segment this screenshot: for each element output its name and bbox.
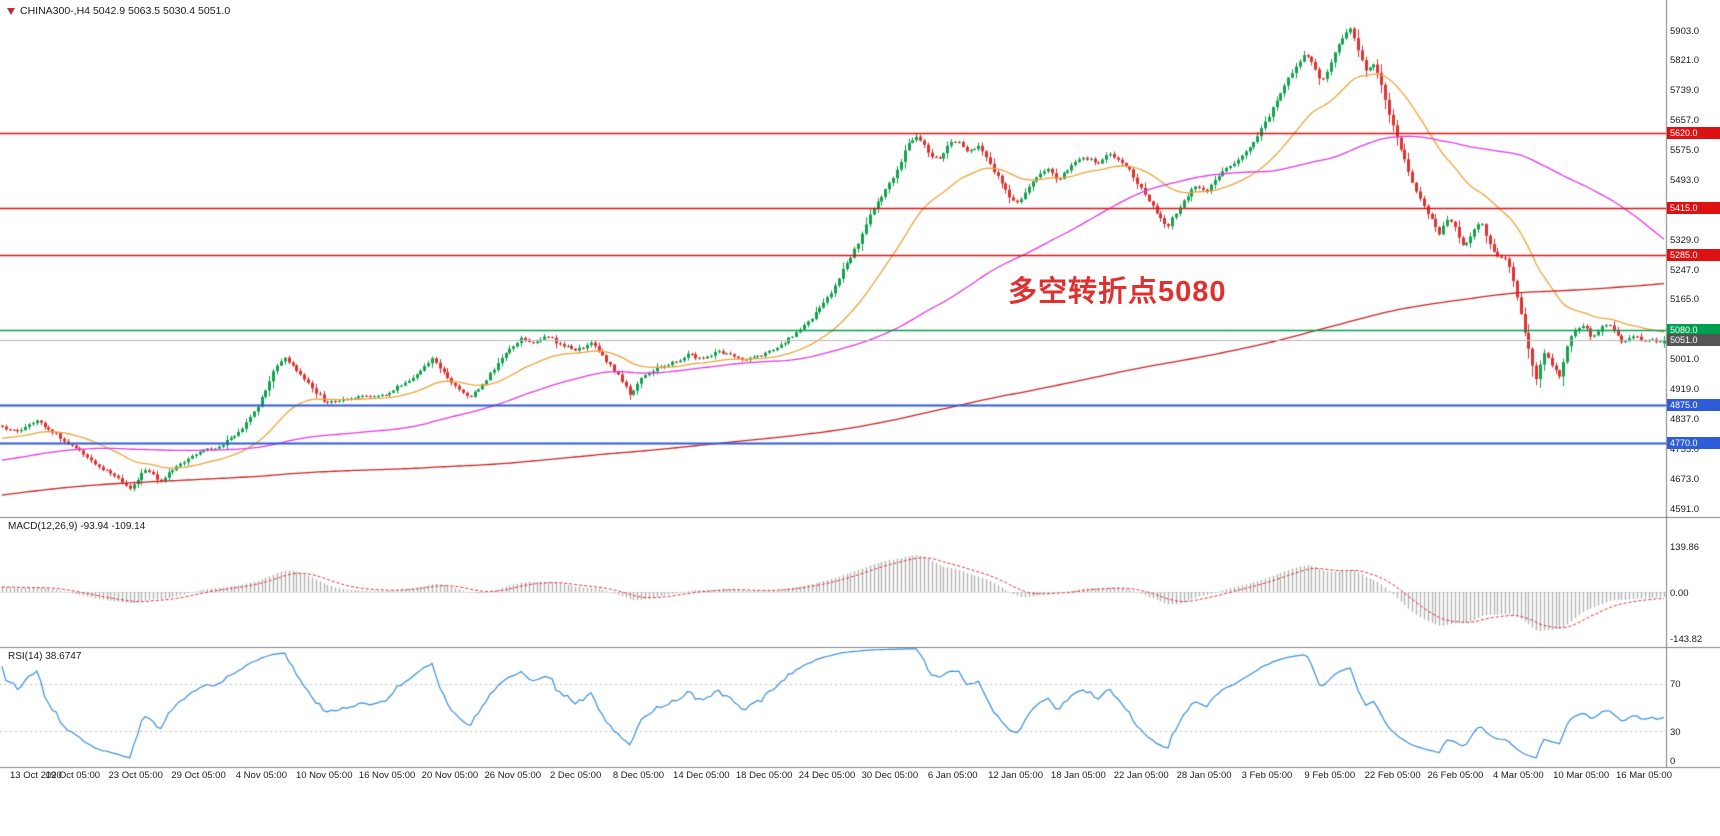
trading-chart-window: CHINA300-,H4 5042.9 5063.5 5030.4 5051.0… — [0, 0, 1720, 836]
chart-canvas[interactable] — [0, 0, 1720, 836]
